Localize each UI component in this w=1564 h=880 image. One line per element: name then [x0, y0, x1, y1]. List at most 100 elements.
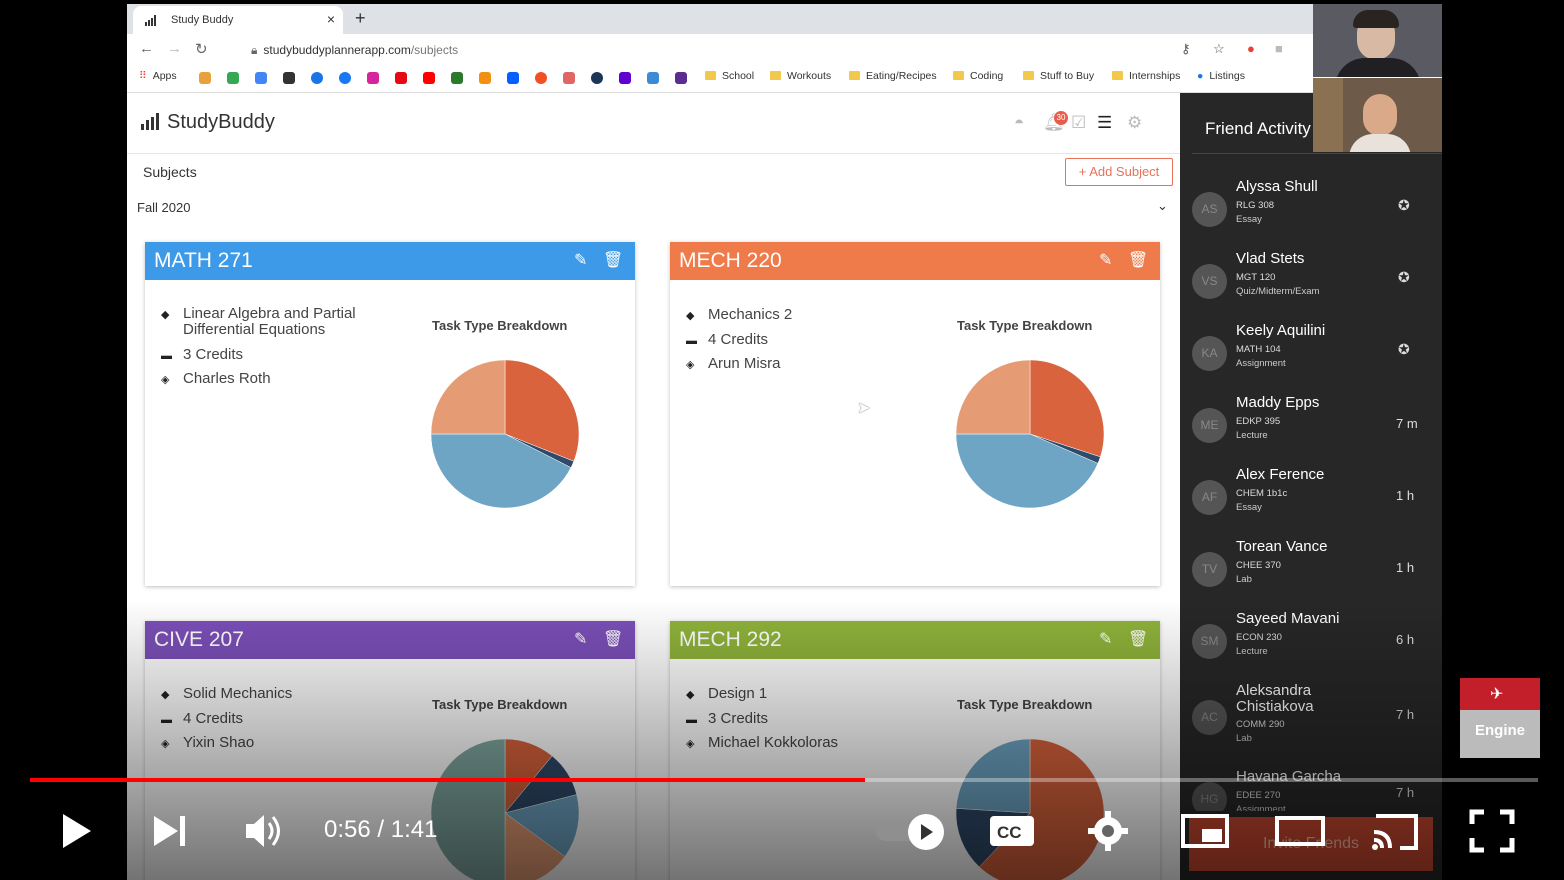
bookmark-icon[interactable]: [563, 72, 575, 84]
settings-gear-icon[interactable]: ⚙: [1127, 113, 1143, 132]
add-subject-button[interactable]: + Add Subject: [1065, 158, 1173, 186]
edit-icon[interactable]: ✎: [1099, 252, 1113, 269]
tasks-check-icon[interactable]: ☑: [1071, 113, 1087, 132]
facebook-icon[interactable]: [339, 72, 351, 84]
tag-icon: ◆: [686, 310, 695, 322]
studybuddy-bookmark-icon[interactable]: [283, 72, 295, 84]
video-progress-bar[interactable]: [30, 778, 1538, 782]
bird-logo-icon: ✈: [1490, 686, 1504, 703]
delete-trash-icon[interactable]: 🗑︎: [603, 252, 624, 269]
bookmark-icon[interactable]: [535, 72, 547, 84]
new-tab-button[interactable]: +: [355, 8, 366, 28]
chevron-down-icon[interactable]: ⌄: [1157, 198, 1168, 213]
bookmark-listings[interactable]: ● Listings: [1197, 70, 1245, 82]
avatar: TV: [1192, 552, 1227, 587]
cheer-icon[interactable]: ✪: [1398, 197, 1410, 213]
brand-logo[interactable]: StudyBuddy: [141, 111, 275, 134]
facebook-icon: ●: [1197, 70, 1204, 82]
bookmark-folder[interactable]: Stuff to Buy: [1023, 70, 1094, 82]
pie-slice-peach[interactable]: [955, 359, 1031, 435]
theater-mode-icon[interactable]: [1274, 806, 1326, 856]
cast-icon[interactable]: [1370, 806, 1422, 856]
url-host: studybuddyplannerapp.com: [263, 43, 411, 57]
card-header: MATH 271 ✎ 🗑︎: [145, 242, 635, 280]
bookmark-icon[interactable]: [311, 72, 323, 84]
friend-item[interactable]: VS Vlad Stets MGT 120 Quiz/Midterm/Exam …: [1192, 251, 1437, 319]
tab-close-icon[interactable]: ×: [326, 11, 335, 27]
subjects-list-icon[interactable]: ☰: [1097, 113, 1113, 132]
calendar-icon[interactable]: [255, 72, 267, 84]
extension-icon-2[interactable]: ■: [1275, 41, 1283, 56]
bookmarks-bar: ⠿ Apps School Workouts Eating/Recipes Cod…: [127, 64, 1442, 93]
studybuddy-favicon-icon: [145, 15, 156, 26]
pie-slice-blue[interactable]: [430, 433, 572, 509]
next-icon[interactable]: [148, 806, 192, 856]
autoplay-toggle[interactable]: [874, 806, 948, 856]
friend-activity-title: Friend Activity: [1205, 119, 1311, 138]
bookmark-folder[interactable]: School: [705, 70, 754, 82]
bookmark-folder[interactable]: Coding: [953, 70, 1003, 82]
fullscreen-icon[interactable]: [1468, 806, 1516, 856]
subject-code[interactable]: MATH 271: [154, 249, 253, 272]
youtube-icon[interactable]: [423, 72, 435, 84]
dropbox-icon[interactable]: [507, 72, 519, 84]
friend-item[interactable]: AF Alex Ference CHEM 1b1c Essay 1 h: [1192, 467, 1437, 535]
instagram-icon[interactable]: [367, 72, 379, 84]
bookmark-apps[interactable]: ⠿ Apps: [139, 70, 177, 82]
pie-slice-blue[interactable]: [955, 433, 1099, 509]
bookmark-folder[interactable]: Internships: [1112, 70, 1180, 82]
bookmark-star-icon[interactable]: ☆: [1213, 41, 1225, 56]
graduation-cap-icon: ◈: [161, 374, 170, 386]
volume-icon[interactable]: [242, 806, 288, 856]
bank-icon[interactable]: [451, 72, 463, 84]
term-select[interactable]: Fall 2020: [137, 200, 191, 215]
bookmark-icon[interactable]: [591, 72, 603, 84]
forward-icon[interactable]: →: [167, 40, 182, 57]
bookmark-icon[interactable]: [479, 72, 491, 84]
bookmark-icon[interactable]: [199, 72, 211, 84]
friend-item[interactable]: KA Keely Aquilini MATH 104 Assignment ✪: [1192, 323, 1437, 391]
friend-item[interactable]: ME Maddy Epps EDKP 395 Lecture 7 m: [1192, 395, 1437, 463]
friend-task-type: Quiz/Midterm/Exam: [1236, 286, 1320, 297]
bookmark-folder[interactable]: Workouts: [770, 70, 831, 82]
friend-item[interactable]: AS Alyssa Shull RLG 308 Essay ✪: [1192, 179, 1437, 247]
cheer-icon[interactable]: ✪: [1398, 341, 1410, 357]
pie-slice-orange[interactable]: [1029, 359, 1105, 458]
delete-trash-icon[interactable]: 🗑︎: [1128, 252, 1149, 269]
watermark-logo: ✈: [1460, 678, 1540, 710]
back-icon[interactable]: ←: [139, 40, 154, 57]
channel-watermark[interactable]: ✈ Engine: [1460, 678, 1540, 758]
pie-slice-peach[interactable]: [430, 359, 506, 435]
task-type-pie-chart[interactable]: [950, 354, 1110, 514]
friend-course: CHEM 1b1c: [1236, 488, 1288, 499]
card-header: MECH 220 ✎ 🗑︎: [670, 242, 1160, 280]
divider: [1192, 153, 1442, 154]
play-icon[interactable]: [55, 806, 95, 856]
edit-icon[interactable]: ✎: [574, 252, 588, 269]
netflix-icon[interactable]: [395, 72, 407, 84]
drive-icon[interactable]: [227, 72, 239, 84]
credit-card-icon: ▬: [686, 335, 697, 347]
subject-code[interactable]: MECH 220: [679, 249, 782, 272]
cheer-icon[interactable]: ✪: [1398, 269, 1410, 285]
extension-icon[interactable]: ●: [1247, 41, 1255, 56]
dashboard-icon[interactable]: ◓: [1014, 113, 1025, 132]
bookmark-icon[interactable]: [675, 72, 687, 84]
friend-task-type: Lab: [1236, 574, 1252, 585]
bookmark-icon[interactable]: [647, 72, 659, 84]
friend-item[interactable]: TV Torean Vance CHEE 370 Lab 1 h: [1192, 539, 1437, 607]
yahoo-icon[interactable]: [619, 72, 631, 84]
miniplayer-icon[interactable]: [1180, 806, 1230, 856]
apps-grid-icon: ⠿: [139, 70, 147, 82]
pie-slice-orange[interactable]: [504, 359, 580, 462]
captions-icon[interactable]: CC: [988, 806, 1036, 856]
address-bar[interactable]: 🔒︎ studybuddyplannerapp.com/subjects: [251, 43, 458, 58]
browser-tab[interactable]: Study Buddy ×: [133, 6, 343, 34]
settings-gear-icon[interactable]: [1084, 806, 1132, 856]
bookmark-folder[interactable]: Eating/Recipes: [849, 70, 937, 82]
task-type-pie-chart[interactable]: [425, 354, 585, 514]
friend-task-type: Essay: [1236, 502, 1262, 513]
key-icon[interactable]: ⚷: [1181, 41, 1191, 56]
reload-icon[interactable]: ↻: [195, 41, 208, 58]
avatar: AF: [1192, 480, 1227, 515]
